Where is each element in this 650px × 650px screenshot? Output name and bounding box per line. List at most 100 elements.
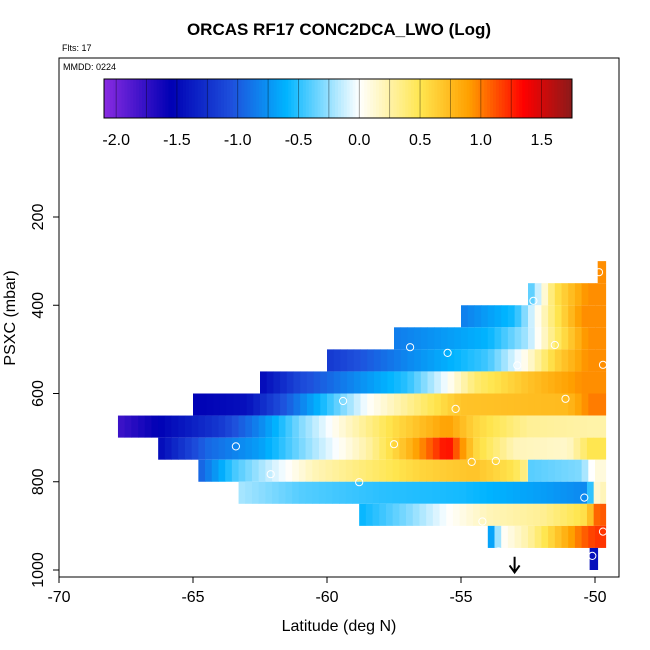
heat-cell [548, 525, 556, 548]
heat-cell [473, 437, 481, 460]
heat-cell [300, 393, 308, 416]
heat-cell [494, 393, 502, 416]
heat-cell [318, 437, 327, 460]
heat-cell [265, 437, 273, 460]
observation-point [598, 360, 608, 369]
colorbar-cell [566, 79, 570, 118]
heat-cell [566, 437, 574, 460]
colorbar-cell [460, 79, 465, 118]
heat-cell [372, 503, 380, 526]
heat-cell [426, 481, 434, 504]
heat-cell [312, 415, 320, 438]
heat-cell [231, 437, 239, 460]
colorbar-cell [185, 79, 190, 118]
heat-cell [534, 327, 542, 350]
heat-cell [434, 393, 442, 416]
heat-cell [467, 393, 475, 416]
heat-cell [513, 415, 521, 438]
heat-cell [339, 415, 347, 438]
colorbar-cell [408, 79, 412, 118]
heat-cell [258, 459, 266, 482]
heat-cell [446, 481, 454, 504]
colorbar-cell [481, 79, 485, 118]
heat-cell [601, 305, 607, 328]
heat-cell [292, 459, 300, 482]
heat-cell [440, 327, 448, 350]
heat-cell [427, 371, 435, 394]
heat-cell [447, 371, 455, 394]
heat-layer-row [327, 349, 607, 372]
heat-cell [400, 327, 408, 350]
observation-point [116, 438, 125, 447]
heat-cell [554, 283, 562, 306]
heat-cell [588, 459, 596, 482]
heat-cell [481, 305, 489, 328]
heat-cell [528, 349, 536, 372]
heat-cell [238, 459, 246, 482]
heat-cell [359, 459, 367, 482]
colorbar-cell [267, 79, 272, 118]
observation-point [588, 551, 597, 561]
heat-cell [588, 283, 596, 306]
heat-cell [546, 503, 554, 526]
heat-cell [158, 415, 166, 438]
heat-cell [373, 371, 381, 394]
colorbar-cell [373, 79, 377, 118]
heat-cell [164, 437, 172, 460]
colorbar-cell [215, 79, 219, 118]
heat-cell [318, 481, 327, 504]
heat-cell [528, 327, 536, 350]
colorbar-tick-label: 0.0 [348, 132, 370, 149]
heat-cell [439, 459, 447, 482]
colorbar-cell [153, 79, 158, 118]
heat-cell [231, 415, 239, 438]
observation-point [494, 547, 503, 556]
colorbar-cell [528, 79, 532, 118]
heat-cell [595, 283, 603, 306]
colorbar-cell [533, 79, 538, 118]
heat-cell [171, 437, 179, 460]
colorbar-cell [174, 79, 178, 118]
heat-cell [420, 327, 428, 350]
heat-cell [554, 305, 562, 328]
heat-cell [387, 349, 395, 372]
heat-cell [574, 371, 582, 394]
heat-cell [251, 481, 260, 504]
heat-cell [359, 415, 367, 438]
colorbar-cell [104, 79, 108, 118]
colorbar-cell [288, 79, 292, 118]
colorbar-cell [452, 79, 456, 118]
heat-cell [138, 415, 146, 438]
heat-cell [513, 459, 521, 482]
heat-cell [534, 305, 542, 328]
heat-cell [298, 415, 306, 438]
colorbar-cell [323, 79, 327, 118]
heat-cell [486, 459, 494, 482]
heat-cell [493, 481, 501, 504]
heat-cell [574, 459, 582, 482]
heat-cell [345, 415, 353, 438]
heat-cell [426, 437, 434, 460]
observation-point [491, 456, 500, 466]
heat-cell [580, 415, 588, 438]
heat-cell [432, 503, 440, 526]
x-tick-label: -50 [583, 589, 606, 606]
heat-cell [554, 393, 562, 416]
heat-cell [541, 305, 549, 328]
heat-cell [440, 371, 448, 394]
heat-cell [385, 415, 394, 438]
heat-cell [293, 393, 301, 416]
heat-cell [568, 349, 576, 372]
heat-cell [493, 415, 501, 438]
colorbar-cell [390, 79, 395, 118]
heat-cell [519, 459, 528, 482]
heat-cell [566, 415, 574, 438]
colorbar-cell [329, 79, 333, 118]
heat-cell [546, 481, 554, 504]
heat-cell [521, 327, 529, 350]
heat-cell [278, 459, 286, 482]
heat-cell [406, 481, 414, 504]
heat-cell [541, 283, 549, 306]
heat-cell [193, 393, 201, 416]
heat-cell [514, 525, 522, 548]
